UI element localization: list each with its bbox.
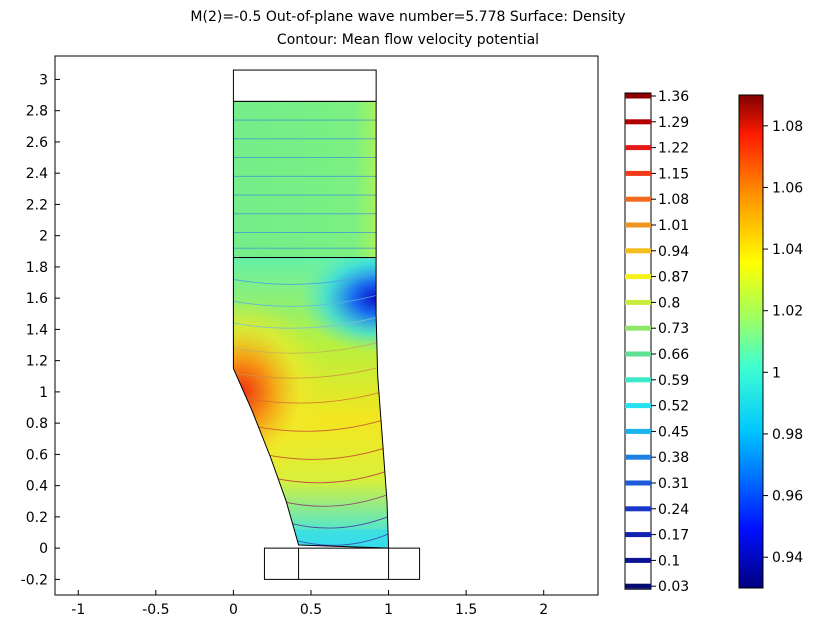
contour-line — [244, 391, 383, 404]
contour-line — [235, 366, 382, 379]
contour-level-swatch — [625, 299, 651, 305]
contour-level-label: 0.66 — [658, 347, 689, 363]
colorbar-tick-label: 1.04 — [772, 242, 803, 258]
colorbar-tick-label: 1.02 — [772, 304, 803, 320]
contour-line — [233, 341, 381, 354]
contour-level-label: 0.87 — [658, 270, 689, 286]
y-tick-label: 2.4 — [26, 166, 48, 182]
contour-level-swatch — [625, 557, 651, 563]
contour-level-swatch — [625, 428, 651, 434]
contour-line — [273, 471, 386, 484]
contour-level-swatch — [625, 93, 651, 99]
contour-level-label: 1.36 — [658, 89, 689, 105]
contour-legend: 1.36 1.29 1.22 1.15 1.08 1.01 0.94 0.87 0.8 0.73 0… — [624, 89, 689, 595]
y-tick-label: -0.2 — [21, 572, 48, 588]
chart-title: M(2)=-0.5 Out-of-plane wave number=5.778… — [190, 9, 625, 25]
contour-level-label: 0.03 — [658, 579, 689, 595]
contour-level-label: 1.01 — [658, 218, 689, 234]
y-tick-label: 2 — [39, 229, 48, 245]
y-tick-label: 1.4 — [26, 322, 48, 338]
contour-line — [281, 494, 387, 507]
x-tick-label: -0.5 — [142, 602, 169, 618]
contour-level-label: 0.73 — [658, 321, 689, 337]
x-tick-label: 0 — [229, 602, 238, 618]
contour-level-label: 0.94 — [658, 244, 689, 260]
x-tick-label: 0.5 — [300, 602, 322, 618]
y-tick-label: 0.8 — [26, 416, 48, 432]
y-tick-label: 2.8 — [26, 104, 48, 120]
colorbar-tick-label: 0.96 — [772, 489, 803, 505]
contour-level-swatch — [625, 403, 651, 409]
y-tick-label: 3 — [39, 72, 48, 88]
colorbar-tick-label: 0.98 — [772, 427, 803, 443]
contour-line — [233, 272, 378, 285]
contour-level-swatch — [625, 532, 651, 538]
y-axis: -0.2 0 0.2 0.4 0.6 0.8 1 1.2 1.4 1.6 1.8 2 2.2 2.4 2.6… — [21, 72, 60, 588]
x-tick-label: -1 — [71, 602, 85, 618]
colorbar-tick-label: 0.94 — [772, 550, 803, 566]
contour-level-swatch — [625, 480, 651, 486]
contour-line — [233, 316, 380, 329]
y-tick-label: 2.6 — [26, 135, 48, 151]
contour-level-label: 0.31 — [658, 476, 689, 492]
contour-level-swatch — [625, 274, 651, 280]
contour-level-label: 0.45 — [658, 424, 689, 440]
x-tick-label: 1.5 — [455, 602, 477, 618]
y-tick-label: 1 — [39, 385, 48, 401]
contour-level-label: 0.17 — [658, 528, 689, 544]
contour-level-swatch — [625, 119, 651, 125]
colorbar-tick-label: 1.06 — [772, 180, 803, 196]
contour-level-swatch — [625, 248, 651, 254]
contour-level-swatch — [625, 506, 651, 512]
y-tick-label: 2.2 — [26, 197, 48, 213]
contour-level-swatch — [625, 583, 651, 589]
contour-level-label: 1.08 — [658, 192, 689, 208]
outlet-low-density — [279, 529, 389, 549]
contour-level-label: 0.59 — [658, 373, 689, 389]
colorbar-ticks: 1.08 1.06 1.04 1.02 1 0.98 0.96 0.94 — [763, 119, 803, 566]
contour-level-swatch — [625, 170, 651, 176]
y-tick-label: 0.6 — [26, 447, 48, 463]
contour-level-swatch — [625, 454, 651, 460]
surface-colorbar: 1.08 1.06 1.04 1.02 1 0.98 0.96 0.94 — [738, 94, 803, 589]
contour-level-label: 1.29 — [658, 115, 689, 131]
y-tick-label: 1.8 — [26, 260, 48, 276]
contour-line — [233, 294, 379, 307]
contour-level-swatch — [625, 145, 651, 151]
contour-level-label: 0.1 — [658, 553, 680, 569]
contour-level-label: 1.22 — [658, 141, 689, 157]
x-tick-label: 1 — [384, 602, 393, 618]
colorbar-tick-label: 1 — [772, 365, 781, 381]
y-tick-label: 1.6 — [26, 291, 48, 307]
contour-level-label: 0.52 — [658, 399, 689, 415]
contour-level-label: 0.24 — [658, 502, 689, 518]
x-tick-label: 2 — [539, 602, 548, 618]
bottom-box — [263, 547, 421, 580]
y-tick-label: 0 — [39, 541, 48, 557]
contour-line — [254, 419, 384, 432]
contour-level-label: 0.38 — [658, 450, 689, 466]
contour-line — [264, 447, 385, 460]
y-tick-label: 0.4 — [26, 479, 48, 495]
contour-legend-box — [624, 92, 652, 590]
contour-level-label: 1.15 — [658, 166, 689, 182]
contour-line — [289, 516, 388, 529]
y-tick-label: 1.2 — [26, 354, 48, 370]
chart-subtitle: Contour: Mean flow velocity potential — [277, 32, 539, 48]
contour-line — [295, 533, 389, 546]
colorbar-gradient — [738, 94, 764, 589]
contour-level-swatch — [625, 325, 651, 331]
top-box — [232, 69, 377, 102]
contour-level-swatch — [625, 377, 651, 383]
contour-level-label: 0.8 — [658, 295, 680, 311]
y-tick-label: 0.2 — [26, 510, 48, 526]
x-axis: -1 -0.5 0 0.5 1 1.5 2 — [71, 590, 548, 618]
colorbar-tick-label: 1.08 — [772, 119, 803, 135]
contour-level-swatch — [625, 196, 651, 202]
contour-level-swatch — [625, 351, 651, 357]
upper-duct-region — [233, 101, 377, 258]
contour-level-swatch — [625, 222, 651, 228]
